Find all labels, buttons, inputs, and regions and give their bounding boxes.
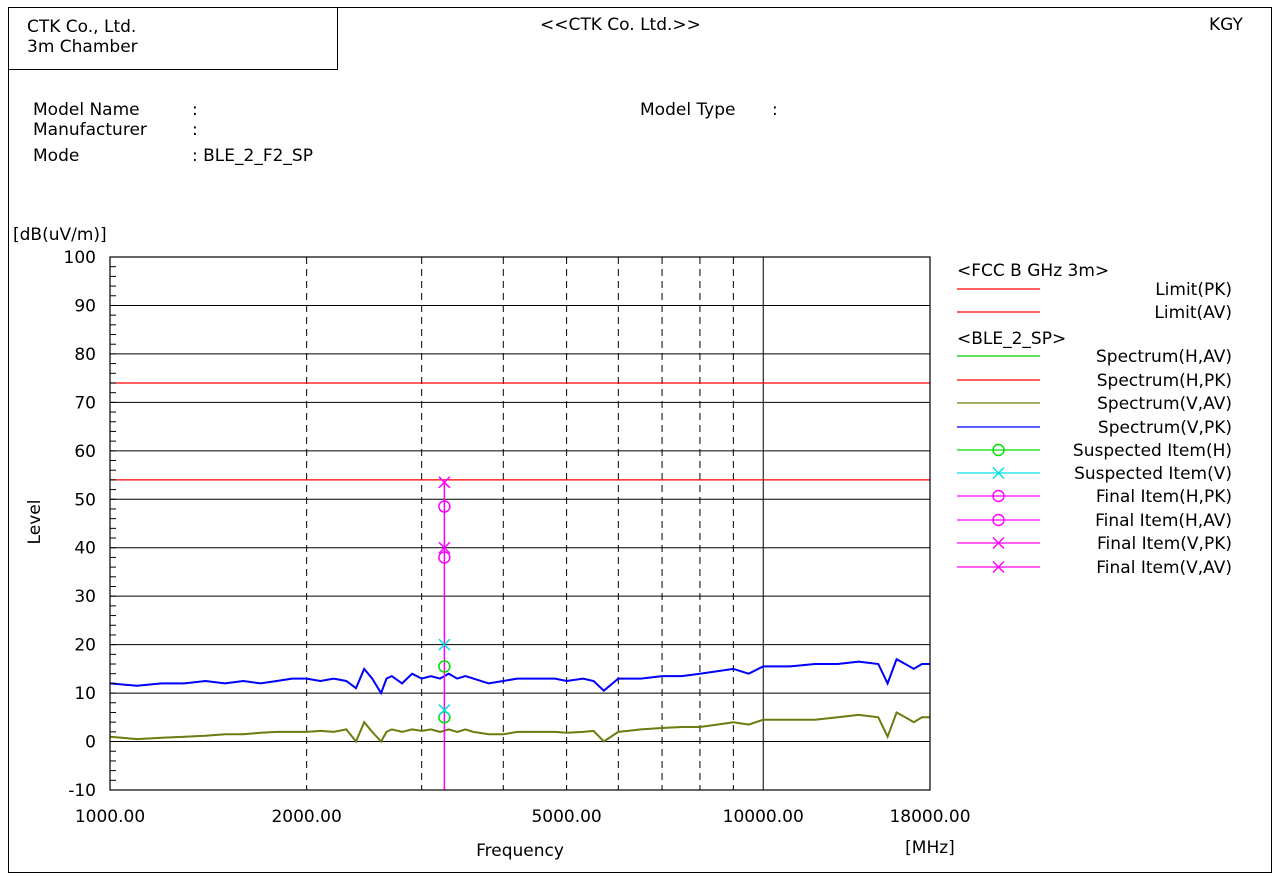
legend-marker-circle [992,513,1005,527]
model-name-label: Model Name [33,100,140,120]
suspected-item-v-av-marker [438,704,451,717]
x-tick-label: 2000.00 [271,807,341,827]
model-type-label: Model Type [640,100,736,120]
y-unit-label: [dB(uV/m)] [13,225,107,245]
x-axis-label: Frequency [476,841,564,861]
mode-value: : BLE_2_F2_SP [192,146,313,166]
model-type: Model Type : [640,100,778,120]
legend-label: Spectrum(V,AV) [1097,394,1232,414]
y-tick-label: 30 [74,587,96,607]
legend-label: Final Item(V,AV) [1096,558,1232,578]
legend-group-limits: <FCC B GHz 3m> [957,261,1109,281]
plot-area [110,257,930,790]
legend-label: Spectrum(H,PK) [1097,371,1232,391]
legend-label: Final Item(H,PK) [1096,487,1232,507]
legend-marker-cross [992,467,1005,479]
y-tick-label: 40 [74,539,96,559]
lab-info-box [8,7,338,70]
y-tick-label: 80 [74,345,96,365]
x-tick-label: 1000.00 [75,807,145,827]
legend-group-data: <BLE_2_SP> [957,329,1066,349]
model-name-value: : [192,100,198,120]
plot-border [109,256,931,791]
model-type-value: : [772,100,778,120]
legend-label: Spectrum(H,AV) [1096,347,1232,367]
suspected-item-v-pk-marker-stroke [438,638,451,651]
legend-label: Suspected Item(H) [1073,441,1232,461]
legend-label: Limit(AV) [1154,303,1232,323]
x-unit-label: [MHz] [905,838,955,858]
final-item-v-av-marker-stroke [438,541,451,554]
legend-marker-circle [992,489,1005,503]
y-tick-label: 0 [85,733,96,753]
lab-name: CTK Co., Ltd. [27,17,137,37]
final-item-v-pk-marker [438,476,451,489]
suspected-item-v-av-marker-stroke [438,704,451,717]
y-tick-label: 100 [64,248,96,268]
page-frame [8,7,1272,873]
spectrum-v-pk-line [109,657,930,696]
spectrum-v-av-line [109,711,930,744]
legend-label: Suspected Item(V) [1074,464,1232,484]
legend-label: Limit(PK) [1155,280,1232,300]
y-tick-label: 70 [74,393,96,413]
y-tick-label: 10 [74,684,96,704]
final-item-h-av-marker [438,551,451,564]
y-tick-label: 90 [74,296,96,316]
suspected-item-h-pk-marker [438,660,451,673]
suspected-item-v-pk-marker [438,638,451,651]
legend-label: Spectrum(V,PK) [1098,418,1232,438]
model-info: Model Name : Manufacturer : Mode : BLE_2… [0,100,700,170]
y-tick-label: -10 [68,781,96,801]
y-tick-label: 20 [74,636,96,656]
legend-label: Final Item(V,PK) [1097,534,1232,554]
y-tick-label: 60 [74,442,96,462]
manufacturer-value: : [192,120,198,140]
x-tick-label: 5000.00 [531,807,601,827]
legend-marker-cross [992,561,1005,573]
y-axis-label: Level [25,500,45,545]
final-item-v-pk-marker-stroke [438,476,451,489]
mode-label: Mode [33,146,80,166]
manufacturer-label: Manufacturer [33,120,147,140]
report-title: <<CTK Co. Ltd.>> [540,15,701,35]
x-tick-label: 18000.00 [889,807,970,827]
y-tick-label: 50 [74,490,96,510]
lab-chamber: 3m Chamber [27,37,138,57]
suspected-item-h-av-marker [438,711,451,724]
legend-label: Final Item(H,AV) [1095,511,1232,531]
final-item-v-av-marker [438,541,451,554]
legend-marker-cross [992,537,1005,549]
x-tick-label: 10000.00 [723,807,804,827]
operator-initials: KGY [1209,15,1243,35]
legend-marker-circle [992,443,1005,457]
final-item-h-pk-marker [438,500,451,513]
